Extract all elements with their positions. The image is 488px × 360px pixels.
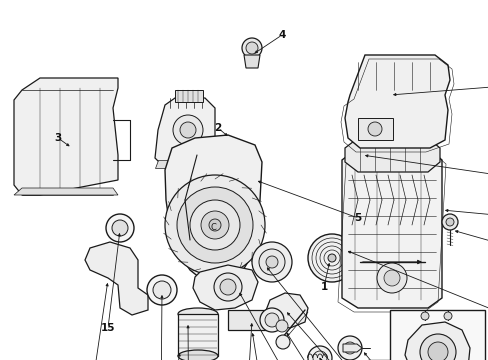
Polygon shape — [342, 344, 361, 352]
Circle shape — [177, 187, 252, 263]
Ellipse shape — [178, 350, 218, 360]
Circle shape — [367, 122, 381, 136]
Circle shape — [337, 336, 361, 360]
Circle shape — [441, 214, 457, 230]
Circle shape — [180, 122, 196, 138]
Circle shape — [376, 263, 406, 293]
Polygon shape — [345, 138, 439, 172]
Text: C: C — [210, 224, 216, 233]
Circle shape — [419, 334, 455, 360]
Circle shape — [260, 308, 284, 332]
Circle shape — [106, 214, 134, 242]
Polygon shape — [85, 242, 148, 315]
Circle shape — [312, 351, 326, 360]
Polygon shape — [164, 135, 262, 285]
Bar — [357, 118, 392, 140]
Text: 4: 4 — [278, 30, 285, 40]
Bar — [175, 90, 203, 102]
Circle shape — [190, 200, 240, 250]
Text: 15: 15 — [101, 323, 115, 333]
Circle shape — [201, 211, 228, 239]
Circle shape — [445, 218, 453, 226]
Circle shape — [112, 220, 128, 236]
Circle shape — [383, 270, 399, 286]
Circle shape — [245, 42, 258, 54]
Bar — [178, 314, 218, 356]
Circle shape — [259, 249, 285, 275]
Circle shape — [242, 38, 262, 58]
Circle shape — [251, 242, 291, 282]
Text: 5: 5 — [354, 213, 361, 223]
Text: 3: 3 — [54, 133, 61, 143]
Circle shape — [275, 335, 289, 349]
Polygon shape — [264, 293, 307, 328]
Circle shape — [443, 312, 451, 320]
Circle shape — [147, 275, 177, 305]
Circle shape — [265, 256, 278, 268]
Circle shape — [307, 346, 331, 360]
Circle shape — [275, 320, 287, 332]
Polygon shape — [155, 98, 215, 168]
Circle shape — [427, 342, 447, 360]
Circle shape — [327, 254, 335, 262]
Circle shape — [173, 115, 203, 145]
Bar — [227, 310, 265, 330]
Text: 2: 2 — [214, 123, 221, 133]
Polygon shape — [341, 148, 441, 308]
Circle shape — [307, 234, 355, 282]
Circle shape — [420, 312, 428, 320]
Circle shape — [208, 219, 221, 231]
Circle shape — [153, 281, 171, 299]
Text: 1: 1 — [320, 282, 327, 292]
Circle shape — [220, 279, 236, 295]
Ellipse shape — [178, 308, 218, 320]
Bar — [389, 310, 484, 360]
Polygon shape — [345, 55, 449, 148]
Polygon shape — [244, 55, 260, 68]
Circle shape — [164, 175, 264, 275]
Circle shape — [214, 273, 242, 301]
Polygon shape — [404, 322, 469, 360]
Polygon shape — [14, 188, 118, 195]
Circle shape — [264, 313, 279, 327]
Polygon shape — [155, 160, 215, 168]
Polygon shape — [193, 265, 258, 310]
Polygon shape — [14, 78, 118, 195]
Circle shape — [343, 342, 355, 354]
